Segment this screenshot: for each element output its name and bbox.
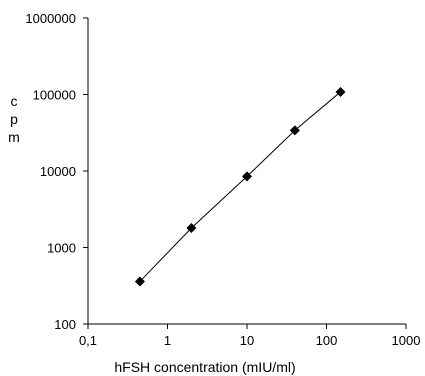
y-tick-label: 10000 [40, 164, 76, 179]
x-tick-label: 100 [316, 333, 338, 348]
data-point [186, 222, 197, 233]
data-point [289, 125, 300, 136]
x-axis-title: hFSH concentration (mIU/ml) [114, 359, 295, 375]
y-ticks: 100 1000 10000 100000 1000000 [25, 11, 88, 332]
data-point [335, 86, 346, 97]
y-axis-title-letter: c [11, 93, 18, 109]
series-line [139, 91, 341, 282]
x-tick-label: 1000 [392, 333, 421, 348]
y-tick-label: 100000 [33, 88, 76, 103]
series-lines [139, 91, 341, 282]
x-tick-label: 1 [164, 333, 171, 348]
x-ticks: 0,1 1 10 100 1000 [79, 324, 421, 348]
y-tick-label: 100 [54, 317, 76, 332]
y-axis-title: cpm [8, 93, 20, 145]
y-tick-label: 1000 [47, 241, 76, 256]
plot-area: 0,1 1 10 100 1000 100 1000 10000 100000 1000000 [25, 11, 420, 348]
x-tick-label: 0,1 [79, 333, 97, 348]
data-point [134, 276, 145, 287]
y-tick-label: 1000000 [25, 11, 76, 26]
y-axis-title-letter: m [8, 129, 20, 145]
x-tick-label: 10 [240, 333, 254, 348]
y-axis-title-letter: p [10, 111, 18, 127]
data-point [242, 171, 252, 182]
series-markers [134, 86, 346, 287]
